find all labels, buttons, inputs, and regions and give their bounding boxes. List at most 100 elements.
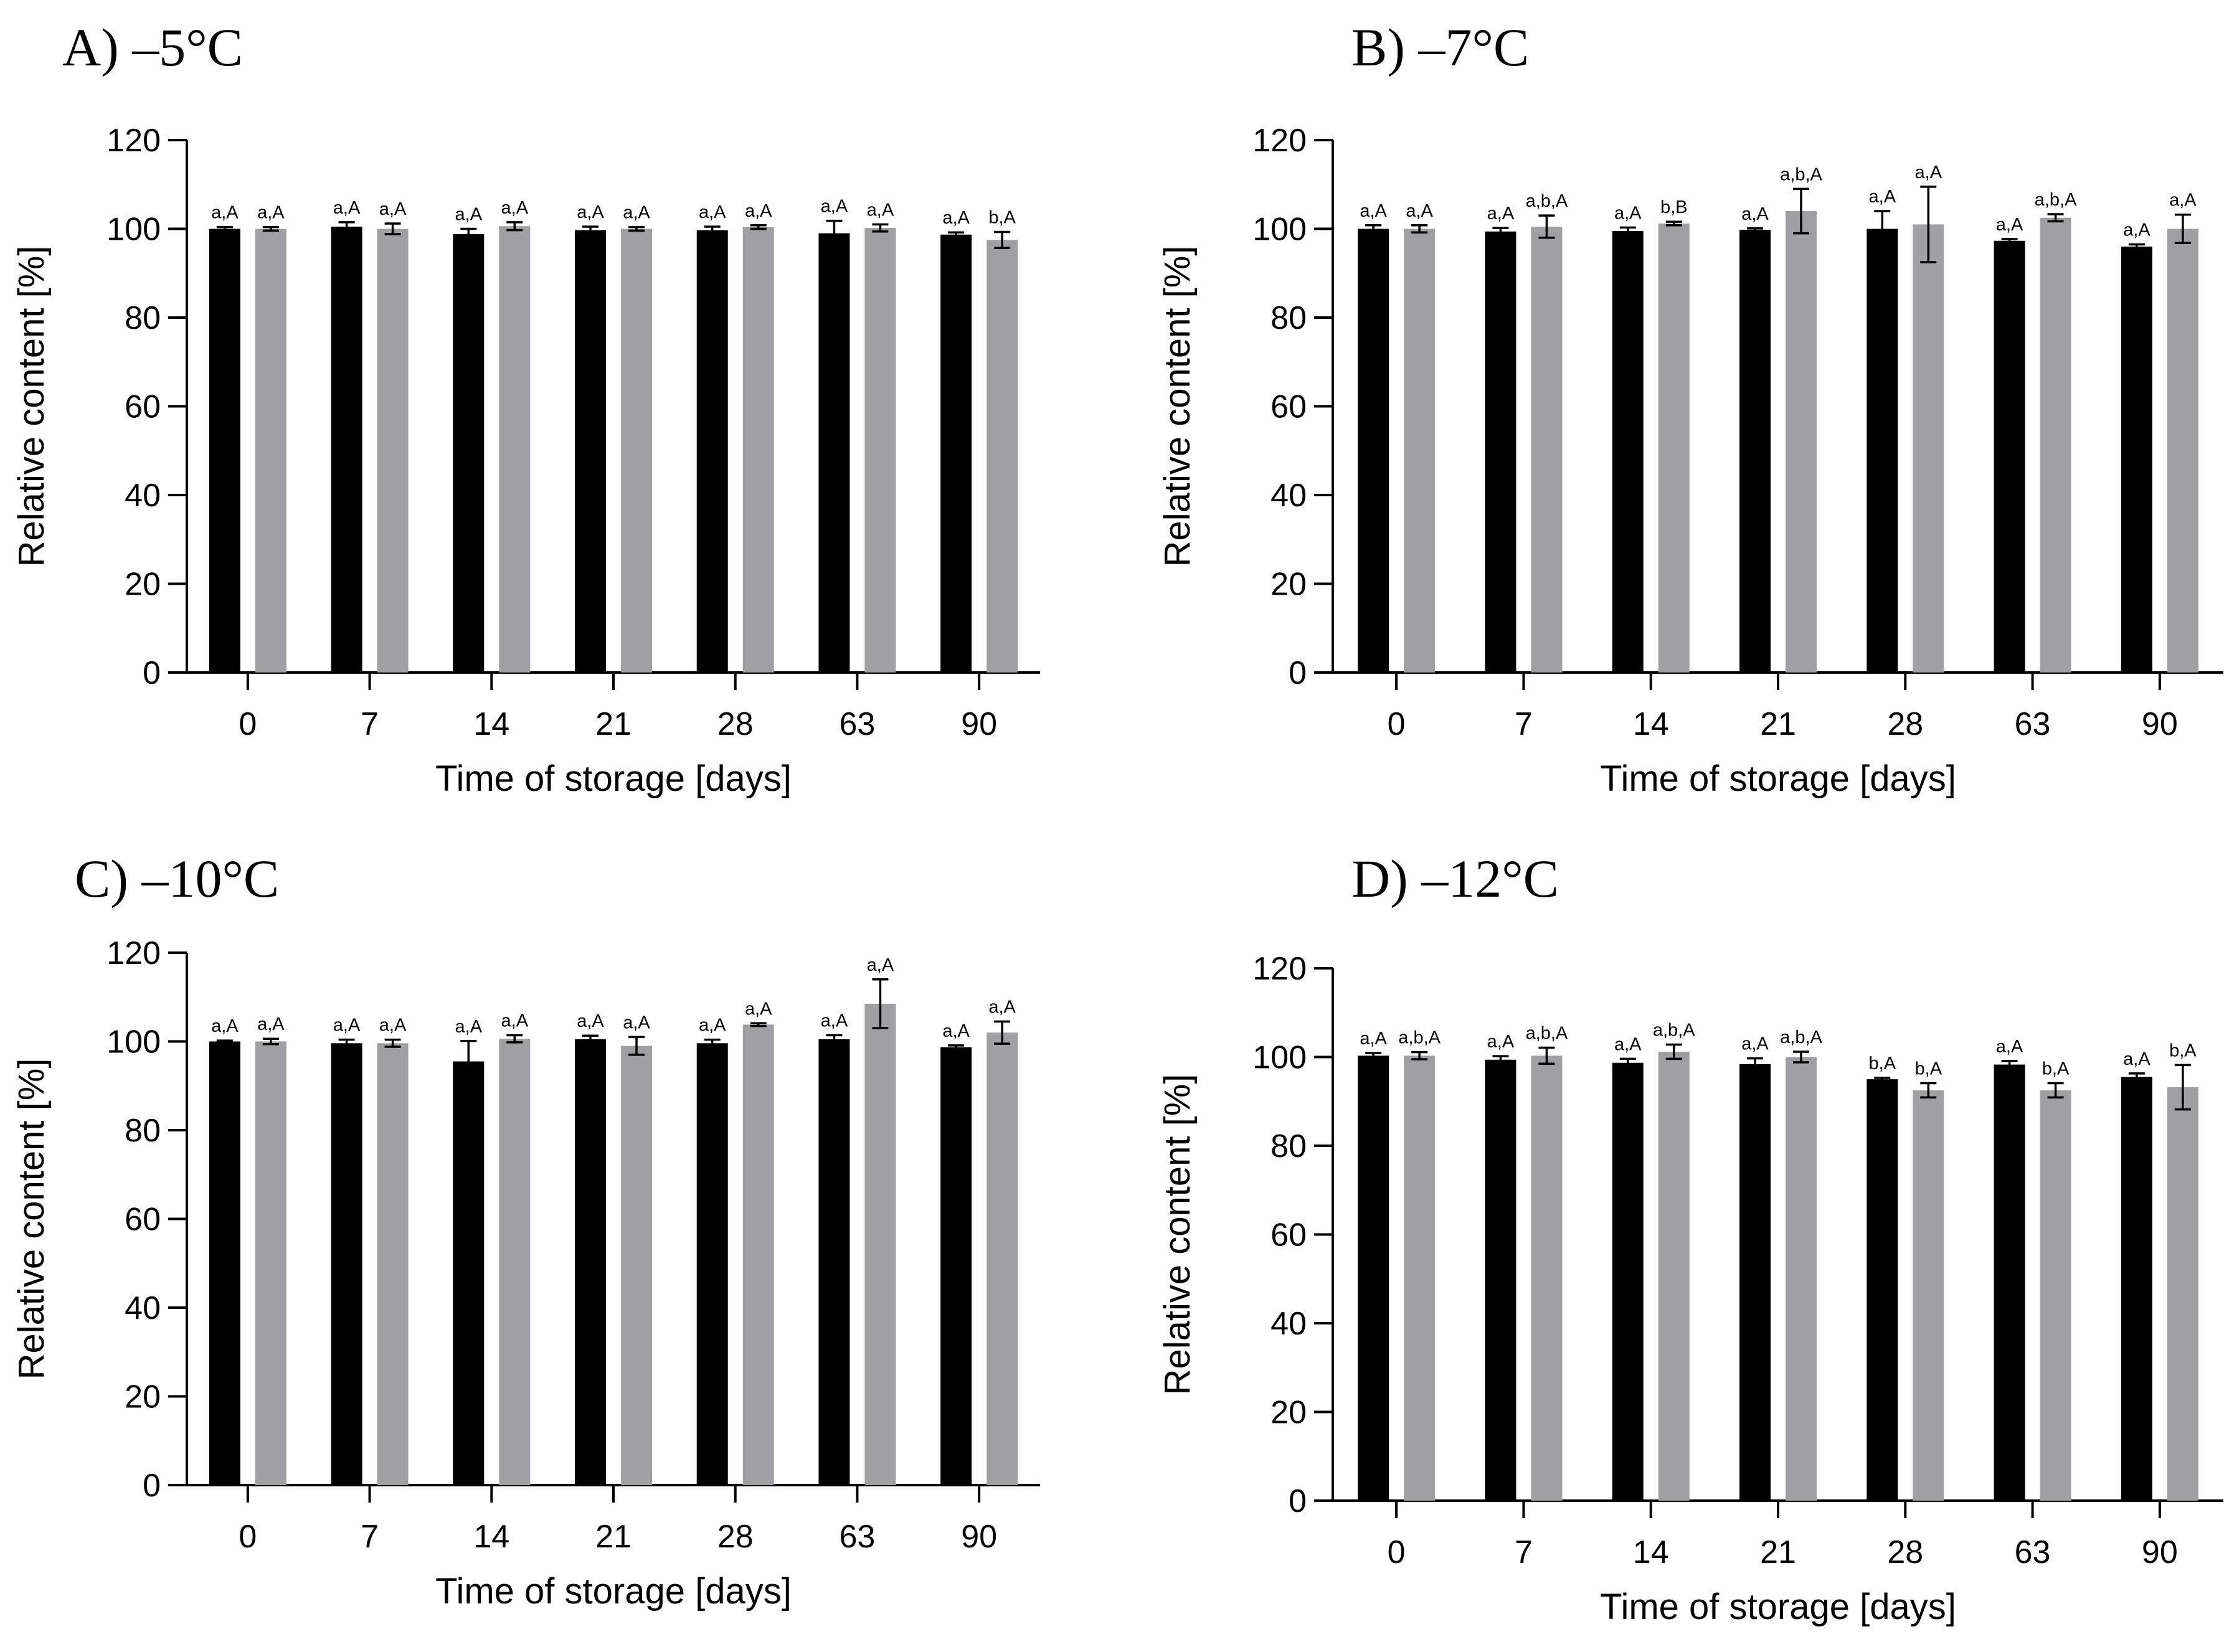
significance-label: a,A — [623, 1012, 650, 1032]
significance-label: a,A — [1406, 201, 1433, 221]
significance-label: a,A — [1741, 204, 1769, 224]
bar-grey — [2167, 1087, 2198, 1501]
bar-black — [1867, 1079, 1898, 1501]
significance-label: a,A — [379, 199, 407, 219]
bar-black — [1739, 229, 1771, 673]
x-axis-label: Time of storage [days] — [435, 1571, 792, 1612]
x-tick-label: 14 — [1633, 706, 1669, 742]
significance-label: b,A — [2042, 1059, 2070, 1079]
x-tick-label: 90 — [961, 1519, 997, 1555]
x-tick-label: 90 — [961, 706, 997, 742]
x-tick-label: 7 — [361, 1519, 379, 1555]
bar-grey — [1658, 1051, 1690, 1501]
significance-label: b,A — [1915, 1059, 1942, 1079]
bar-grey — [987, 240, 1018, 673]
significance-label: a,A — [1996, 215, 2023, 235]
bar-black — [453, 234, 485, 673]
bar-black — [1485, 1059, 1517, 1501]
significance-label: a,A — [821, 197, 848, 217]
significance-label: a,A — [501, 1011, 529, 1031]
bar-grey — [255, 229, 286, 673]
bar-black — [209, 229, 240, 673]
significance-label: a,b,A — [2035, 190, 2077, 210]
significance-label: a,A — [455, 1017, 483, 1037]
significance-label: a,b,A — [1780, 164, 1822, 184]
bar-grey — [499, 1039, 531, 1485]
significance-label: a,b,A — [1526, 1024, 1568, 1044]
y-tick-label: 60 — [1271, 389, 1307, 425]
significance-label: a,b,A — [1526, 191, 1568, 211]
bar-black — [696, 230, 728, 673]
bar-grey — [1531, 226, 1563, 673]
charts-container: A) –5°C 0 20 40 60 80 100 120 Relative content [… — [11, 17, 2223, 1627]
bar-grey — [1913, 224, 1944, 673]
x-tick-label: 7 — [1515, 1534, 1533, 1570]
y-tick-label: 120 — [106, 935, 161, 971]
bar-grey — [1531, 1055, 1563, 1501]
bar-black — [2121, 247, 2152, 673]
bar-grey — [621, 1045, 652, 1485]
bar-black — [453, 1061, 485, 1485]
bar-grey — [2040, 217, 2071, 673]
significance-label: a,A — [623, 203, 650, 223]
y-tick-label: 100 — [1252, 1040, 1307, 1076]
significance-label: a,b,A — [1653, 1021, 1695, 1041]
significance-label: a,A — [2123, 220, 2151, 240]
y-tick-label: 100 — [106, 1024, 161, 1060]
bar-grey — [864, 228, 896, 673]
bar-black — [1739, 1064, 1771, 1501]
panel-b: B) –7°C 0 20 40 60 80 100 120 Relative content [… — [1157, 17, 2223, 799]
bar-black — [818, 233, 850, 673]
y-tick-label: 120 — [106, 123, 161, 159]
significance-label: a,A — [455, 205, 483, 225]
x-tick-label: 14 — [1633, 1534, 1669, 1570]
bar-black — [1358, 229, 1389, 673]
x-tick-label: 21 — [1760, 706, 1796, 742]
bar-black — [1994, 240, 2025, 673]
bar-black — [1612, 1062, 1644, 1501]
significance-label: b,A — [988, 207, 1016, 227]
significance-label: a,A — [1614, 1034, 1642, 1054]
significance-label: a,A — [1614, 203, 1642, 223]
y-tick-label: 40 — [125, 478, 161, 514]
bar-black — [331, 226, 362, 673]
x-axis-label: Time of storage [days] — [435, 758, 792, 799]
significance-label: a,A — [333, 198, 361, 218]
significance-label: a,A — [577, 202, 604, 222]
significance-label: a,A — [257, 1014, 285, 1034]
bar-grey — [864, 1003, 896, 1485]
x-tick-label: 14 — [473, 1519, 509, 1555]
bar-grey — [1786, 211, 1817, 673]
x-tick-label: 63 — [840, 706, 876, 742]
bar-grey — [377, 229, 409, 673]
bar-black — [1485, 231, 1517, 673]
bar-grey — [1404, 1055, 1436, 1501]
significance-label: b,A — [1869, 1054, 1896, 1074]
significance-label: a,b,A — [1398, 1028, 1441, 1048]
bar-grey — [255, 1041, 286, 1485]
significance-label: a,A — [1741, 1034, 1769, 1054]
bar-black — [696, 1043, 728, 1485]
significance-label: a,A — [577, 1011, 604, 1031]
panel-title: C) –10°C — [75, 849, 279, 909]
bar-grey — [1786, 1057, 1817, 1501]
bar-grey — [499, 226, 531, 673]
bar-black — [940, 1047, 972, 1485]
bar-grey — [742, 1024, 774, 1485]
y-tick-label: 80 — [125, 300, 161, 336]
x-tick-label: 21 — [595, 1519, 632, 1555]
significance-label: a,A — [699, 202, 726, 222]
significance-label: a,A — [699, 1016, 726, 1036]
bar-grey — [742, 227, 774, 673]
x-tick-label: 63 — [2015, 706, 2051, 742]
panel-title: B) –7°C — [1351, 17, 1529, 77]
significance-label: a,A — [1915, 163, 1942, 182]
significance-label: a,A — [333, 1016, 361, 1036]
x-tick-label: 21 — [1760, 1534, 1796, 1570]
significance-label: a,A — [821, 1011, 848, 1031]
y-axis-label: Relative content [%] — [1157, 246, 1198, 567]
panel-title: A) –5°C — [62, 17, 243, 77]
significance-label: b,A — [2169, 1041, 2197, 1060]
panel-d: D) –12°C 0 20 40 60 80 100 120 Relative content … — [1157, 849, 2223, 1627]
